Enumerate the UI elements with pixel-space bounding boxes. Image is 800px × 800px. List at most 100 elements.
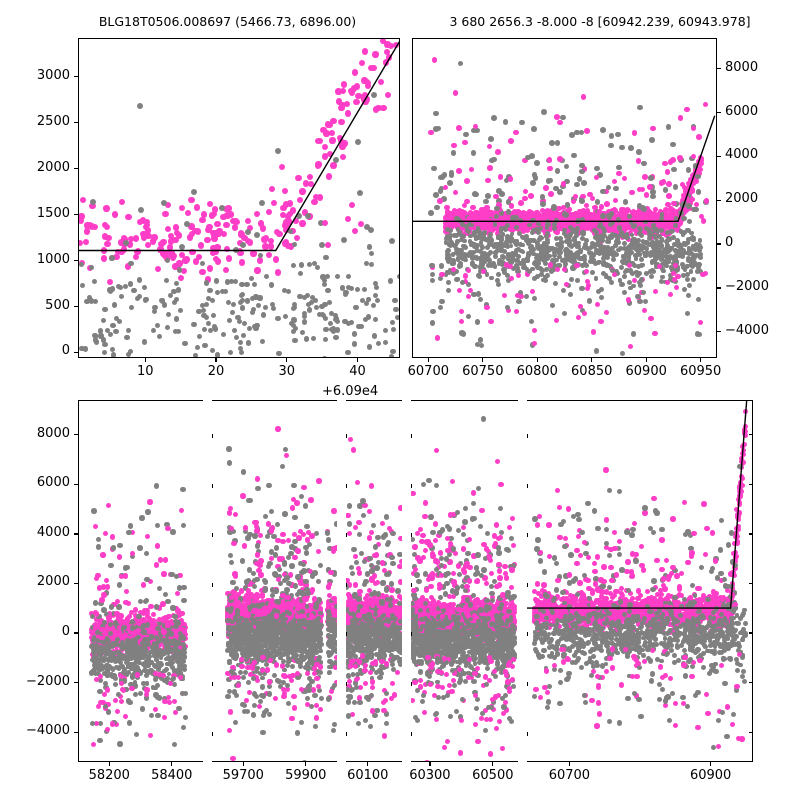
data-point [627,214,632,219]
data-point [584,269,589,274]
data-point [319,304,324,309]
data-point [194,204,200,210]
data-point [430,309,435,314]
data-point [610,268,615,273]
data-point [202,327,207,332]
data-point [605,239,610,244]
data-point [470,205,475,210]
data-point [333,157,339,163]
data-point [102,350,107,355]
data-point [694,202,700,208]
data-point [596,289,601,294]
data-point [484,211,490,217]
data-point [161,200,167,206]
data-point [632,130,638,136]
data-point [633,223,638,228]
data-point [390,349,395,354]
data-point [349,286,354,291]
data-point [643,253,648,258]
data-point [499,191,505,197]
data-point [678,115,684,121]
data-point [242,321,247,326]
data-point [110,323,115,328]
data-point [613,186,619,192]
data-point [489,276,494,281]
data-point [188,197,194,203]
data-point [101,255,107,261]
data-point [565,202,571,208]
data-point [673,248,678,253]
data-point [629,190,635,196]
data-point [129,305,134,310]
data-point [494,206,500,212]
data-point [145,669,150,674]
data-point [180,487,185,492]
data-point [487,144,493,150]
data-point [215,352,220,357]
data-point [361,77,367,83]
data-point [89,265,94,270]
data-point [157,334,162,339]
data-point [555,168,561,174]
data-point [380,105,386,111]
data-point [548,191,554,197]
data-point [155,683,160,688]
data-point [639,257,644,262]
data-point [152,305,157,310]
data-point [291,317,296,322]
data-point [335,274,340,279]
data-point [436,126,442,132]
data-point [271,306,276,311]
data-point [448,211,453,216]
data-point [204,280,209,285]
data-point [540,194,546,200]
data-point [567,241,572,246]
data-point [176,287,181,292]
data-point [516,273,521,278]
data-point [207,265,213,271]
data-point [292,305,297,310]
data-point [155,266,161,272]
data-point [480,231,485,236]
data-point [632,263,637,268]
data-point [83,239,89,245]
data-point [590,270,595,275]
data-point [678,210,684,216]
data-point [457,263,462,268]
data-point [464,199,470,205]
data-point [696,297,701,302]
data-point [534,256,539,261]
data-point [532,296,537,301]
data-point [594,276,599,281]
data-point [621,211,627,217]
data-point [475,218,481,224]
data-point [375,298,380,303]
top-left-panel-title: BLG18T0506.008697 (5466.73, 6896.00) [55,16,400,29]
data-point [97,646,102,651]
data-point [636,149,642,155]
data-point [468,288,473,293]
data-point [182,664,187,669]
data-point [104,241,110,247]
data-point [102,307,107,312]
data-point [518,294,523,299]
data-point [170,255,176,261]
data-point [276,351,281,356]
data-point [182,646,187,651]
data-point [195,345,200,350]
data-point [684,195,690,201]
data-point [204,237,210,243]
data-point [685,311,690,316]
data-point [120,664,125,669]
data-point [693,207,699,213]
data-point [128,261,133,266]
data-point [666,181,672,187]
data-point [431,166,437,172]
data-point [496,242,501,247]
data-point [466,268,471,273]
data-point [635,294,640,299]
data-point [430,278,435,283]
data-point [510,232,515,237]
data-point [251,307,256,312]
data-point [79,262,84,267]
